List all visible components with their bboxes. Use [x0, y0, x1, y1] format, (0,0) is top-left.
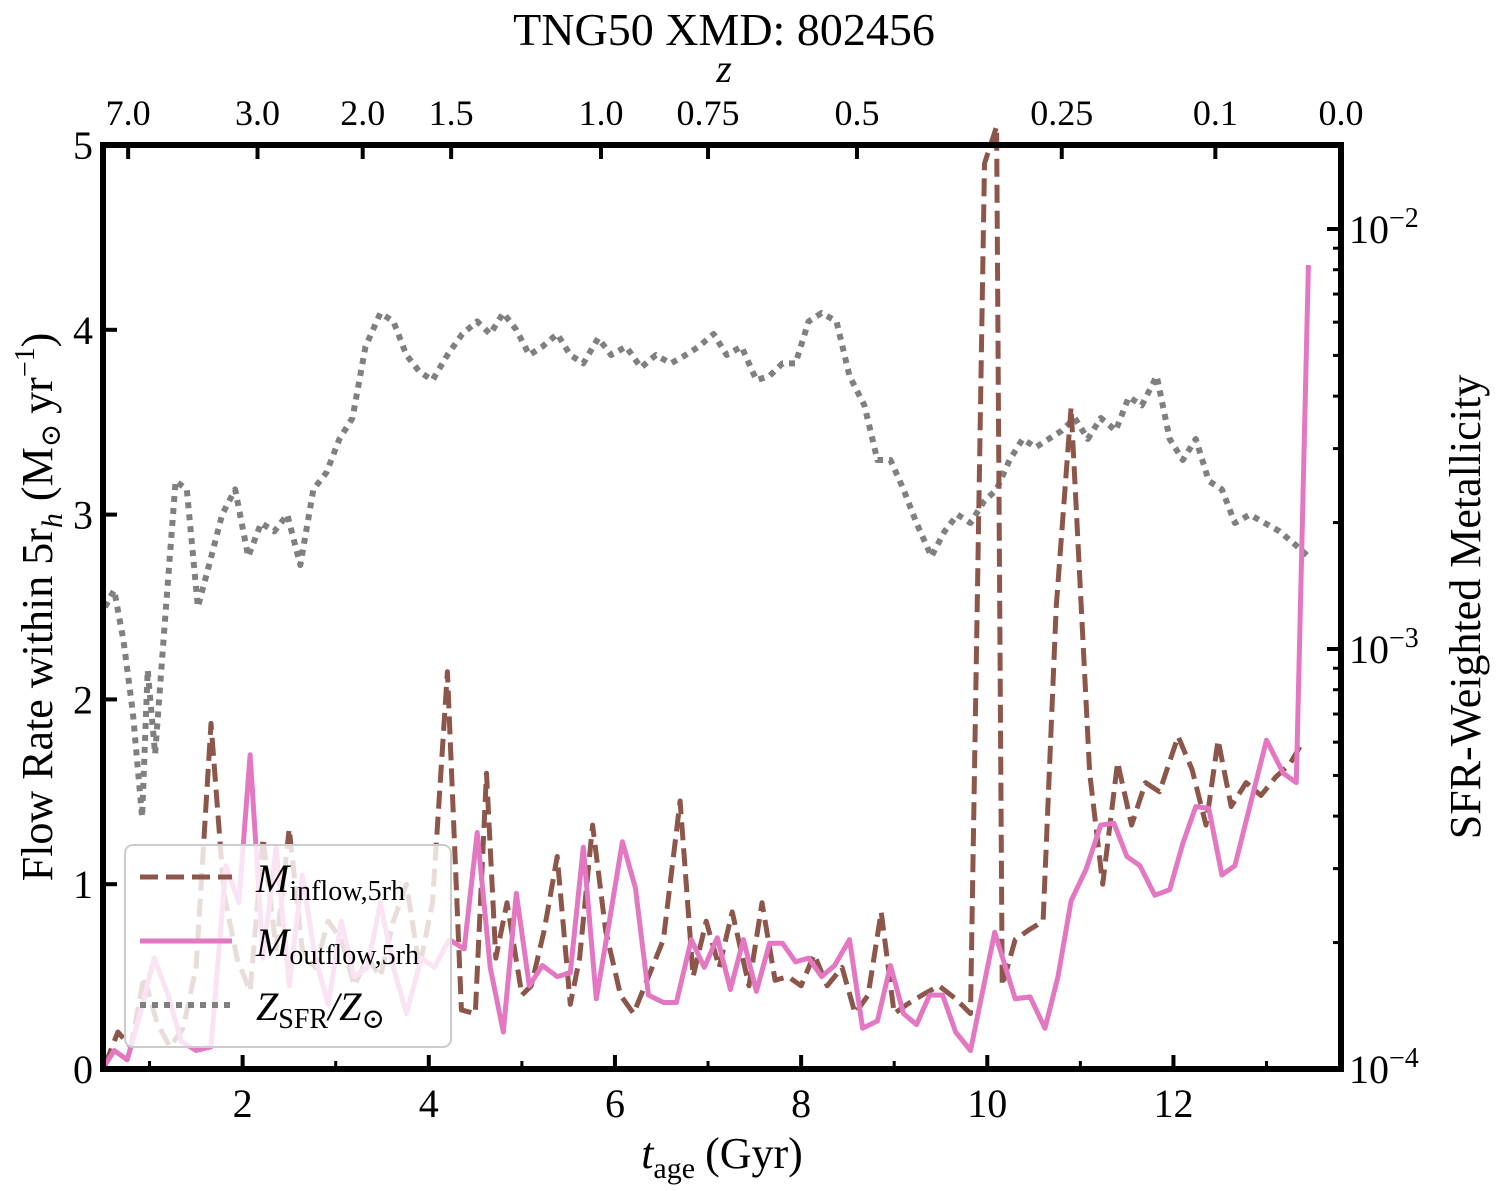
chart-title: TNG50 XMD: 802456	[513, 4, 935, 55]
y-right-tick-label: 10−4	[1349, 1043, 1419, 1092]
series-line-metallicity	[102, 310, 1311, 820]
y-left-tick-label: 1	[73, 862, 93, 907]
top-tick-label: 2.0	[340, 93, 385, 133]
y-left-tick-label: 3	[73, 493, 93, 538]
top-tick-label: 3.0	[235, 93, 280, 133]
top-tick-label: 1.0	[578, 93, 623, 133]
top-tick-label: 0.1	[1193, 93, 1238, 133]
x-axis-label: tage (Gyr)	[641, 1129, 803, 1185]
legend-label-outflow: Moutflow,5rh	[255, 920, 419, 971]
y-left-tick-label: 5	[73, 123, 93, 168]
x-tick-label: 8	[791, 1081, 811, 1126]
top-axis-label: z	[715, 46, 732, 91]
y-axis-left-label: Flow Rate within 5rh(M⊙yr−1)	[10, 333, 69, 882]
y-left-tick-label: 2	[73, 677, 93, 722]
x-tick-label: 10	[967, 1081, 1007, 1126]
top-tick-label: 0.0	[1319, 93, 1364, 133]
x-tick-label: 4	[419, 1081, 439, 1126]
top-tick-label: 0.75	[677, 93, 740, 133]
axes-frame	[100, 142, 1344, 1072]
y-right-tick-label: 10−3	[1349, 623, 1419, 672]
x-tick-label: 12	[1153, 1081, 1193, 1126]
legend-box	[124, 844, 452, 1048]
y-axis-right-label: SFR-Weighted Metallicity	[1441, 375, 1490, 840]
y-left-tick-label: 4	[73, 308, 93, 353]
y-right-tick-label: 10−2	[1349, 203, 1419, 252]
top-tick-label: 1.5	[429, 93, 474, 133]
x-tick-label: 6	[605, 1081, 625, 1126]
y-left-tick-label: 0	[73, 1047, 93, 1092]
top-tick-label: 0.25	[1030, 93, 1093, 133]
x-tick-label: 2	[233, 1081, 253, 1126]
legend-label-metallicity: ZSFR/Z⊙	[256, 984, 385, 1035]
top-tick-label: 0.5	[834, 93, 879, 133]
legend: Minflow,5rh Moutflow,5rh ZSFR/Z⊙	[124, 844, 452, 1048]
top-tick-label: 7.0	[106, 93, 151, 133]
legend-label-inflow: Minflow,5rh	[255, 856, 405, 907]
